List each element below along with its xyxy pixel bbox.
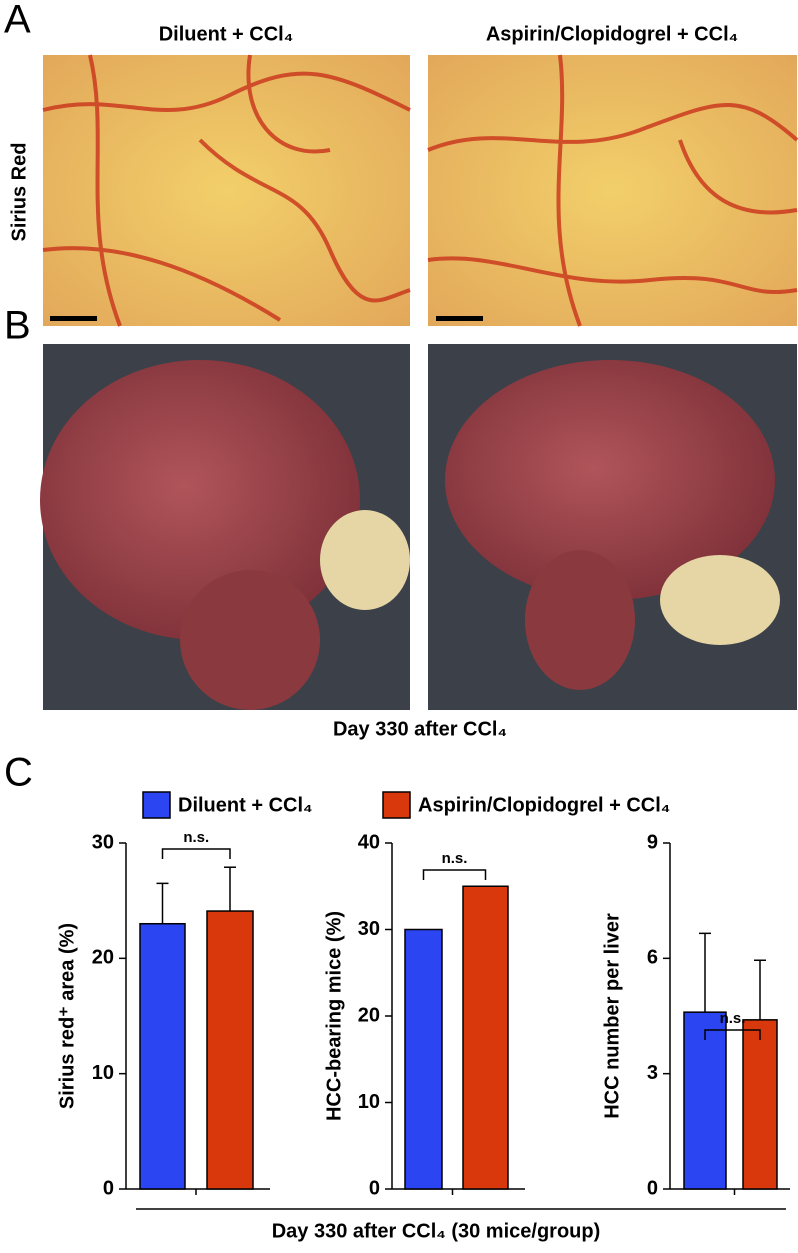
bar [462, 885, 509, 1190]
legend-label: Diluent + CCl₄ [178, 794, 313, 816]
y-axis-label: HCC-bearing mice (%) [323, 911, 345, 1121]
y-axis-label: HCC number per liver [601, 913, 623, 1119]
y-tick-label: 30 [358, 918, 380, 940]
y-tick-label: 9 [647, 831, 658, 853]
y-tick-label: 20 [358, 1004, 380, 1026]
annotation: n.s. [183, 829, 209, 846]
liver-photo [40, 344, 797, 710]
legend-swatch [142, 791, 171, 819]
significance-bracket [704, 1029, 761, 1040]
bar [139, 922, 186, 1190]
y-tick-label: 0 [369, 1177, 380, 1199]
annotation: n.s. [442, 850, 468, 867]
y-axis-label: Sirius red⁺ area (%) [56, 923, 78, 1109]
y-tick-label: 10 [358, 1091, 380, 1113]
legend-swatch [382, 791, 411, 819]
significance-bracket [161, 848, 231, 859]
y-tick-label: 0 [103, 1177, 114, 1199]
caption: Day 330 after CCl₄ [333, 718, 507, 740]
row-label: Sirius Red [8, 143, 30, 242]
column-title: Aspirin/Clopidogrel + CCl₄ [486, 23, 738, 45]
y-tick-label: 20 [92, 947, 114, 969]
bar [206, 910, 254, 1190]
y-tick-label: 10 [92, 1062, 114, 1084]
y-tick-label: 0 [647, 1177, 658, 1199]
panel-label: A [4, 0, 31, 42]
histology-image [42, 54, 798, 327]
bar [404, 928, 443, 1190]
bar [683, 1011, 727, 1190]
y-tick-label: 40 [358, 831, 380, 853]
panel-label: B [4, 304, 31, 348]
bar [742, 1019, 778, 1190]
panel-label: C [4, 751, 33, 795]
column-title: Diluent + CCl₄ [159, 23, 294, 45]
annotation: n.s. [720, 1010, 746, 1027]
x-axis-label: Day 330 after CCl₄ (30 mice/group) [272, 1220, 601, 1242]
significance-bracket [422, 869, 487, 880]
y-tick-label: 3 [647, 1062, 658, 1084]
y-tick-label: 6 [647, 947, 658, 969]
y-tick-label: 30 [92, 831, 114, 853]
legend-label: Aspirin/Clopidogrel + CCl₄ [418, 794, 670, 816]
